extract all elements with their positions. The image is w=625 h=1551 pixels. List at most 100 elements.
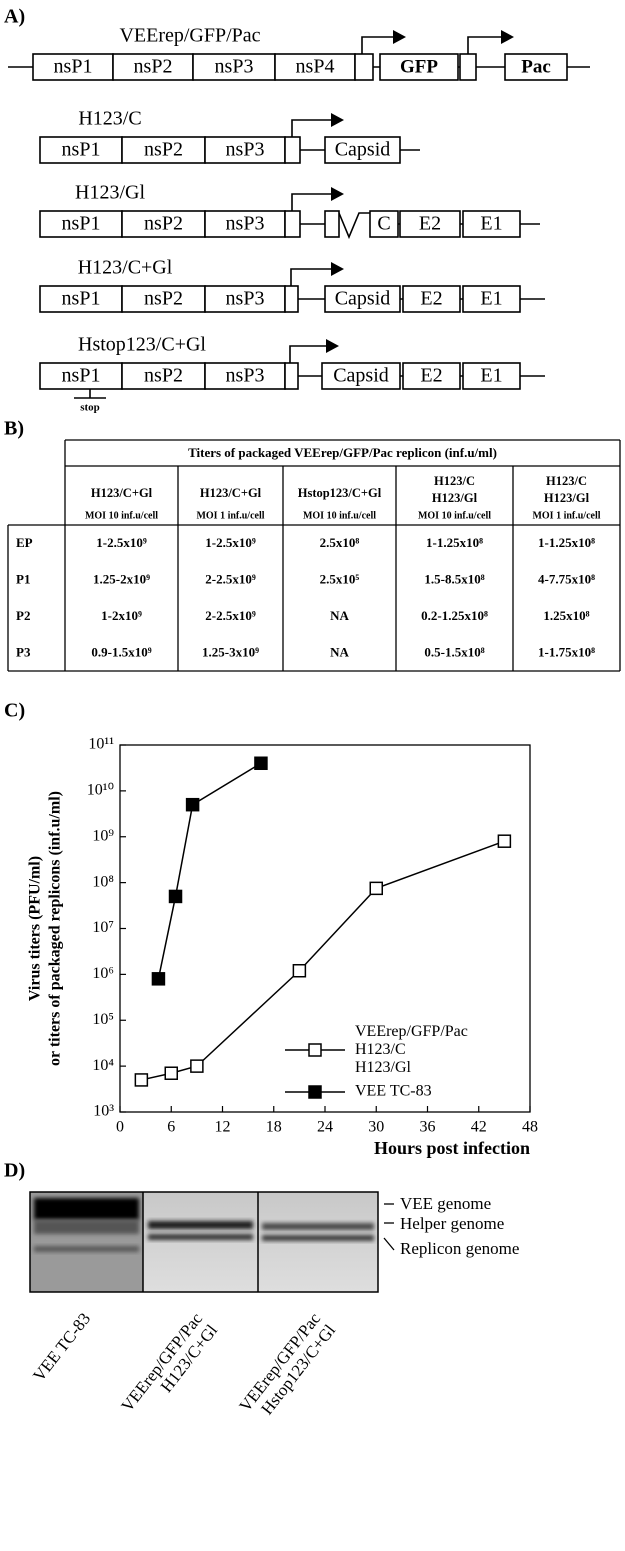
- table-cell: 0.9-1.5x10⁹: [91, 645, 151, 660]
- y-tick-label: 10⁷: [92, 919, 114, 936]
- y-tick-label: 10⁹: [92, 827, 114, 844]
- gene-label: nsP1: [54, 56, 93, 78]
- row-label: P1: [16, 572, 30, 587]
- row-label: EP: [16, 535, 33, 550]
- legend-marker: [309, 1044, 321, 1056]
- arrow-head: [501, 30, 514, 44]
- construct-name: VEErep/GFP/Pac: [119, 25, 260, 47]
- band: [148, 1234, 253, 1240]
- table-cell: NA: [330, 608, 349, 623]
- x-tick-label: 0: [116, 1119, 124, 1136]
- table-cell: 1-2x10⁹: [101, 608, 142, 623]
- gene-label: Capsid: [333, 365, 389, 387]
- x-tick-label: 30: [368, 1119, 384, 1136]
- table-cell: 1-1.25x10⁸: [426, 535, 483, 550]
- column-name: H123/C+Gl: [91, 486, 153, 500]
- column-moi: MOI 1 inf.u/cell: [532, 510, 600, 521]
- gene-label: nsP3: [215, 56, 254, 78]
- band-label: Replicon genome: [400, 1239, 519, 1258]
- gene-label: Capsid: [335, 139, 391, 161]
- gene-label: nsP1: [62, 139, 101, 161]
- figure: A) B) C) D) VEErep/GFP/PacnsP1nsP2nsP3ns…: [0, 0, 625, 1546]
- lane-label-line: VEE TC-83: [29, 1309, 94, 1385]
- gene-label: E1: [480, 213, 502, 235]
- gene-label: nsP3: [226, 288, 265, 310]
- table-cell: 1.25x10⁸: [543, 608, 589, 623]
- table-cell: NA: [330, 645, 349, 660]
- gene-label: E2: [420, 288, 442, 310]
- gene-label: GFP: [400, 56, 438, 77]
- intron-gap: [339, 213, 370, 237]
- legend-marker: [309, 1086, 321, 1098]
- lane-label: VEErep/GFP/PacH123/C+Gl: [117, 1309, 221, 1427]
- arrow-head: [331, 113, 344, 127]
- plot-frame: [120, 745, 530, 1112]
- construct-name: H123/Gl: [75, 182, 145, 204]
- data-point: [255, 757, 267, 769]
- gene-label: E1: [480, 365, 502, 387]
- band: [34, 1198, 139, 1220]
- gene-label: nsP1: [62, 288, 101, 310]
- table-cell: 1-2.5x10⁹: [96, 535, 147, 550]
- table-title: Titers of packaged VEErep/GFP/Pac replic…: [188, 445, 497, 460]
- column-moi: MOI 10 inf.u/cell: [303, 510, 376, 521]
- x-tick-label: 42: [471, 1119, 487, 1136]
- gene-label: nsP3: [226, 213, 265, 235]
- data-point: [152, 973, 164, 985]
- table-cell: 2.5x10⁸: [320, 535, 360, 550]
- band: [34, 1220, 139, 1234]
- y-tick-label: 10⁵: [92, 1011, 114, 1028]
- column-moi: MOI 10 inf.u/cell: [85, 510, 158, 521]
- data-point: [165, 1067, 177, 1079]
- gene-label: E1: [480, 288, 502, 310]
- column-name: H123/Gl: [544, 491, 590, 505]
- column-name: Hstop123/C+Gl: [298, 486, 382, 500]
- table-cell: 0.2-1.25x10⁸: [421, 608, 488, 623]
- data-point: [498, 835, 510, 847]
- column-name: H123/C+Gl: [200, 486, 262, 500]
- x-tick-label: 36: [420, 1119, 436, 1136]
- row-label: P3: [16, 645, 31, 660]
- panel-label: D): [4, 1160, 25, 1182]
- gene-box: [285, 363, 298, 389]
- panel-label: B): [4, 418, 24, 440]
- band: [148, 1221, 253, 1229]
- band-leader: [384, 1238, 394, 1250]
- gene-box: [460, 54, 476, 80]
- table-cell: 2-2.5x10⁹: [205, 572, 256, 587]
- row-label: P2: [16, 608, 30, 623]
- x-tick-label: 24: [317, 1119, 333, 1136]
- gene-label: nsP2: [134, 56, 173, 78]
- gene-label: nsP4: [296, 56, 335, 78]
- table-cell: 1-1.75x10⁸: [538, 645, 595, 660]
- data-point: [135, 1074, 147, 1086]
- band: [262, 1223, 374, 1230]
- band: [34, 1246, 139, 1252]
- gene-label: nsP1: [62, 213, 101, 235]
- x-tick-label: 6: [167, 1119, 175, 1136]
- gene-box: [285, 137, 300, 163]
- gene-label: E2: [420, 365, 442, 387]
- gene-label: nsP2: [144, 365, 183, 387]
- table-cell: 1-2.5x10⁹: [205, 535, 256, 550]
- gene-label: nsP2: [144, 139, 183, 161]
- column-name: H123/Gl: [432, 491, 478, 505]
- y-axis-title: Virus titers (PFU/ml): [27, 856, 44, 1001]
- gene-label: nsP3: [226, 139, 265, 161]
- column-moi: MOI 10 inf.u/cell: [418, 510, 491, 521]
- table-cell: 1.25-2x10⁹: [93, 572, 150, 587]
- gene-label: nsP1: [62, 365, 101, 387]
- arrow-head: [393, 30, 406, 44]
- table-cell: 1-1.25x10⁸: [538, 535, 595, 550]
- band-label: VEE genome: [400, 1194, 491, 1213]
- page: A) B) C) D) VEErep/GFP/PacnsP1nsP2nsP3ns…: [0, 0, 625, 1546]
- construct-name: H123/C+Gl: [78, 257, 173, 279]
- lane-label: VEE TC-83: [29, 1309, 94, 1385]
- table-cell: 1.5-8.5x10⁸: [424, 572, 484, 587]
- gene-label: Pac: [521, 56, 551, 77]
- panel-label: C): [4, 700, 25, 722]
- gene-label: nsP2: [144, 288, 183, 310]
- band: [262, 1235, 374, 1241]
- gene-label: nsP3: [226, 365, 265, 387]
